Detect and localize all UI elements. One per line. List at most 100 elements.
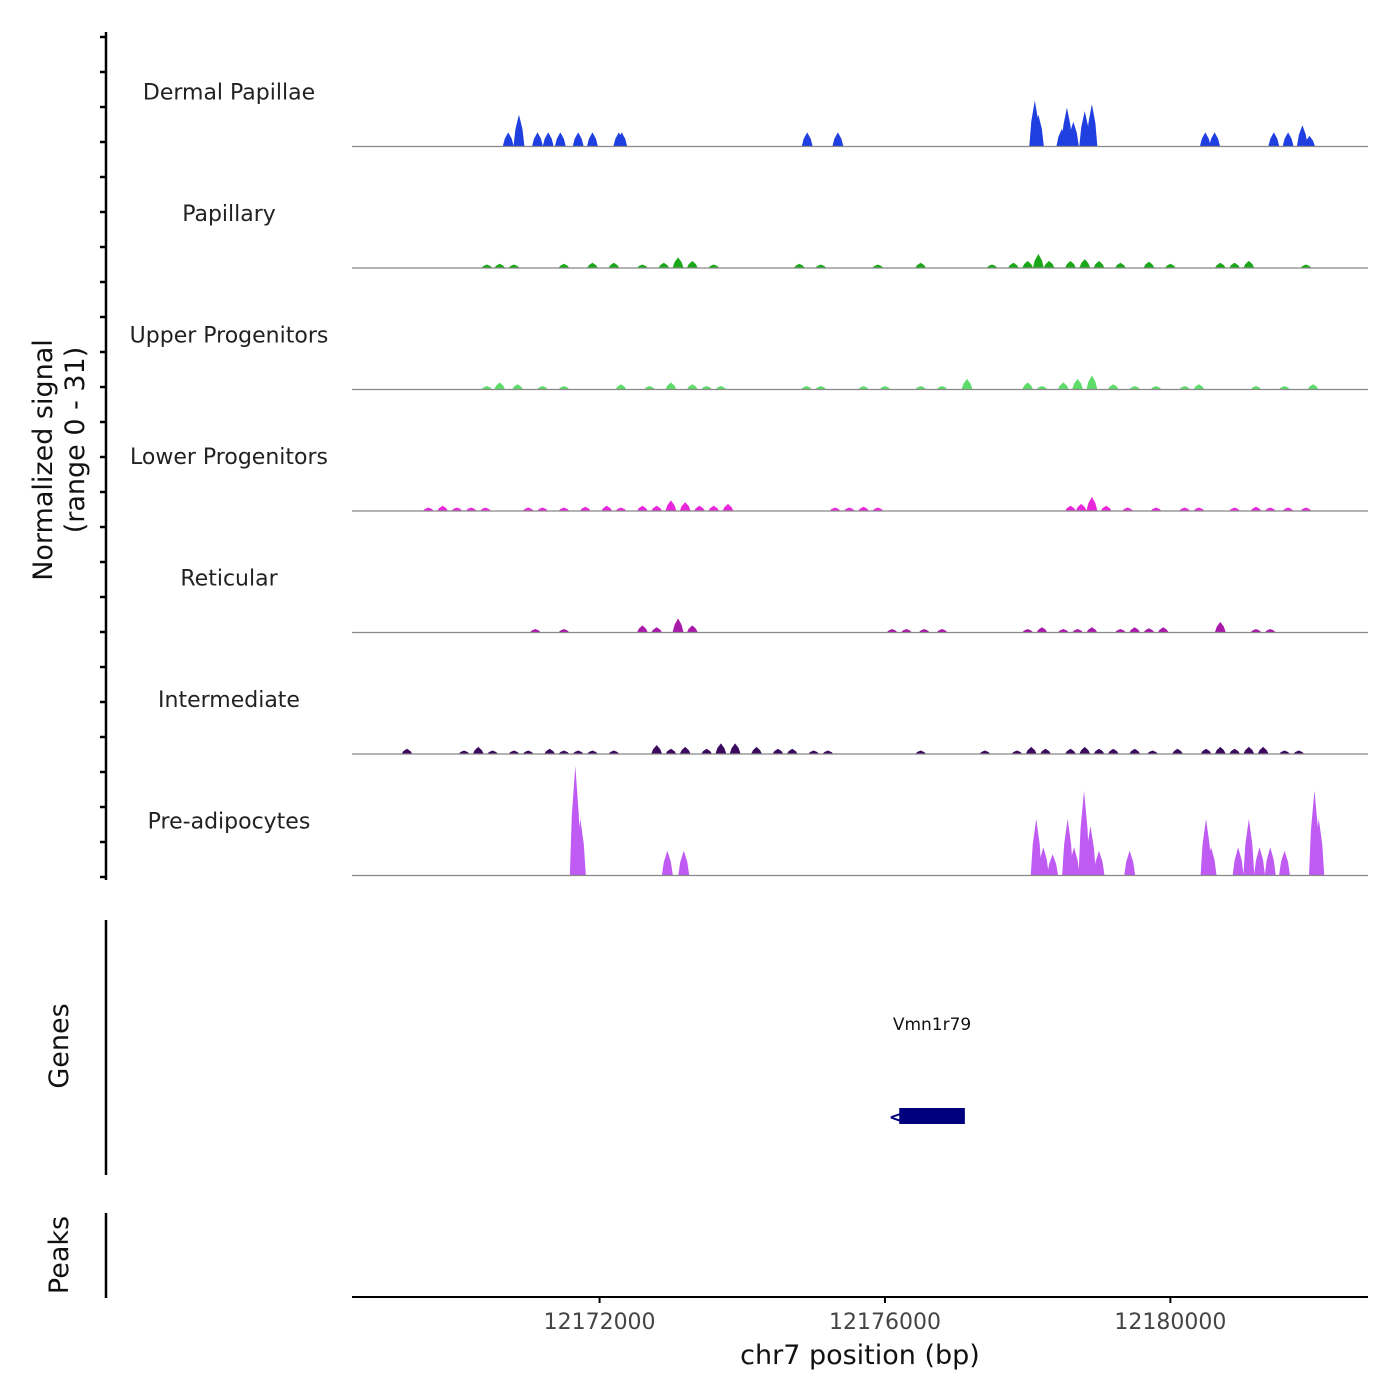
coverage-peak [1264,507,1276,511]
coverage-peak [1200,748,1212,754]
coverage-peak [1279,750,1291,754]
coverage-peak [722,503,734,511]
coverage-peak [532,132,544,147]
coverage-peak [616,132,628,147]
coverage-peak [822,750,834,754]
coverage-peak [1150,507,1162,511]
coverage-peak [465,507,477,511]
coverage-peak [678,850,690,876]
coverage-peak [1107,748,1119,754]
coverage-peak [558,750,570,754]
track-label: Reticular [180,567,278,592]
coverage-peak [886,628,898,633]
coverage-peak [708,264,720,268]
coverage-peak [481,385,493,390]
coverage-peak [672,618,684,633]
coverage-peak [615,384,627,390]
coverage-peak [1037,847,1049,876]
coverage-peak [636,264,648,268]
coverage-peak [1164,263,1176,268]
coverage-peak [1300,507,1312,511]
coverage-peak [829,507,841,511]
coverage-peak [494,382,506,390]
coverage-peak [1067,121,1079,147]
coverage-peak [1279,385,1291,390]
coverage-peak [1229,262,1241,268]
coverage-peak [1040,748,1052,754]
coverage-peak [522,750,534,754]
coverage-peak [586,132,598,147]
gene-body[interactable] [899,1108,965,1124]
coverage-peak [1068,847,1080,876]
coverage-peak [918,628,930,633]
coverage-peak [1293,750,1305,754]
track-label: Papillary [182,202,276,227]
coverage-peak [1179,507,1191,511]
coverage-peak [508,750,520,754]
coverage-peak [815,264,827,268]
coverage-peak [542,132,554,147]
coverage-peak [487,750,499,754]
coverage-peak [458,750,470,754]
coverage-peak [572,750,584,754]
coverage-peak [1193,384,1205,390]
coverage-peak [1086,104,1098,147]
coverage-peak [644,385,656,390]
coverage-peak [1214,746,1226,754]
coverage-peak [693,505,705,511]
coverage-peak [843,507,855,511]
coverage-peak [1093,748,1105,754]
track-label: Lower Progenitors [130,445,328,470]
coverage-peak [601,505,613,511]
coverage-peak [1300,264,1312,268]
coverage-peak [1303,135,1315,147]
coverage-peak [1129,748,1141,754]
coverage-peak [1257,746,1269,754]
coverage-peak [1036,385,1048,390]
coverage-peak [1079,746,1091,754]
coverage-peak [665,748,677,754]
coverage-peak [1250,385,1262,390]
coverage-peak [1011,750,1023,754]
coverage-peak [1093,260,1105,268]
coverage-peak [479,507,491,511]
coverage-peak [1250,628,1262,633]
coverage-peak [1122,507,1134,511]
coverage-peak [1199,132,1211,147]
coverage-peak [751,746,763,754]
coverage-peak [1172,748,1183,754]
track-label: Upper Progenitors [130,324,329,349]
coverage-peak [1114,262,1126,268]
x-axis-title: chr7 position (bp) [740,1340,980,1371]
coverage-peak [1150,385,1162,390]
coverage-peak [1107,384,1119,390]
coverage-peak [1279,850,1291,876]
coverage-peak [1243,818,1255,876]
track-upper-progenitors: Upper Progenitors [130,324,1368,391]
coverage-peak [1243,260,1255,268]
coverage-peak [481,264,493,268]
coverage-peak [586,750,598,754]
x-tick-label: 12180000 [1114,1310,1226,1335]
coverage-peak [558,628,570,633]
peaks-panel-label: Peaks [44,1216,75,1294]
x-axis-ticks: 12172000 12176000 12180000 [544,1297,1226,1335]
coverage-peak [1229,507,1241,511]
coverage-peak [1114,628,1126,633]
y-axis-title: Normalized signal [28,339,59,581]
coverage-peak [1064,748,1076,754]
coverage-peak [679,502,691,511]
coverage-peak [1209,132,1221,147]
coverage-peak [936,628,948,633]
coverage-peak [1143,628,1155,633]
coverage-peak [1143,261,1155,268]
coverage-peak [808,750,820,754]
coverage-peak [1072,378,1084,390]
coverage-peak [1064,260,1076,268]
coverage-peak [1296,125,1308,147]
coverage-peak [529,628,541,633]
x-tick-label: 12172000 [544,1310,656,1335]
coverage-peak [832,132,844,147]
track-pre-adipocytes: Pre-adipocytes [148,766,1368,877]
coverage-peak [1264,628,1276,633]
